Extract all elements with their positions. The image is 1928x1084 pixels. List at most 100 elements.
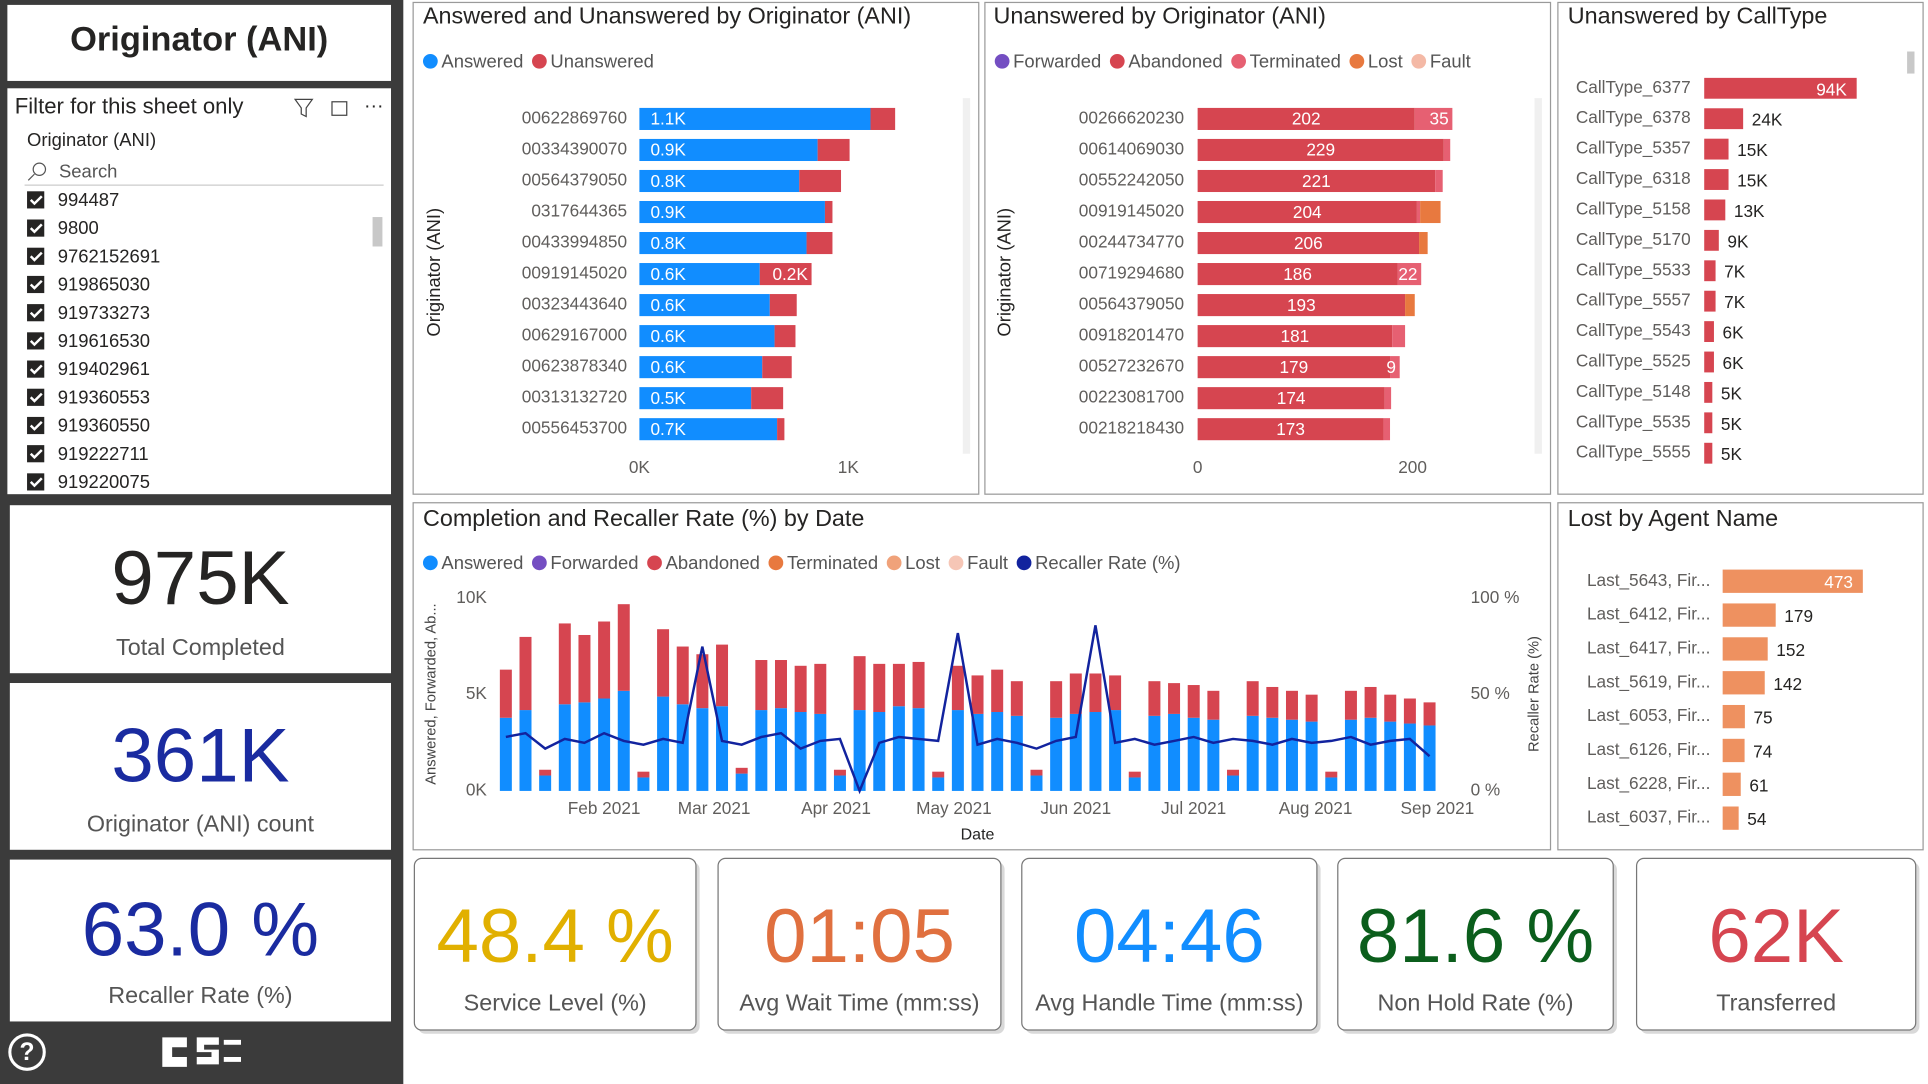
help-icon[interactable] — [8, 1033, 46, 1071]
bar-segment — [853, 710, 866, 791]
bar-segment — [991, 669, 1004, 712]
help-icon[interactable]: ? — [20, 1039, 35, 1066]
filter-item[interactable]: 919865030 — [58, 274, 150, 295]
checkbox[interactable] — [27, 445, 45, 463]
data-label: 193 — [1287, 295, 1316, 315]
checkbox[interactable] — [27, 191, 45, 209]
scrollbar[interactable] — [1534, 98, 1542, 454]
data-label: 179 — [1279, 357, 1308, 377]
checkbox[interactable] — [27, 360, 45, 378]
scrollbar[interactable] — [372, 217, 383, 247]
bar-segment — [657, 629, 670, 697]
bar — [1722, 569, 1863, 593]
checkbox[interactable] — [27, 388, 45, 406]
bar — [1704, 290, 1716, 312]
y-tick-label: 00527232670 — [1079, 356, 1184, 376]
filter-item[interactable]: 919402961 — [58, 358, 150, 379]
filter-item[interactable]: 919360550 — [58, 415, 150, 436]
filter-item[interactable]: 9800 — [58, 217, 99, 238]
bar-segment — [617, 604, 630, 691]
bar-segment — [932, 771, 945, 778]
legend-swatch — [948, 555, 964, 571]
bar — [1704, 199, 1726, 221]
bar-segment — [1109, 675, 1122, 711]
y2-tick-label: 100 % — [1471, 587, 1520, 607]
x-tick-label: 0 — [1193, 457, 1203, 477]
focus-icon[interactable] — [331, 101, 348, 116]
checkbox[interactable] — [27, 473, 45, 491]
checkmark — [29, 336, 43, 347]
search-box[interactable]: Search — [59, 161, 117, 182]
legend-swatch — [886, 555, 902, 571]
filter-item[interactable]: 919360553 — [58, 386, 150, 407]
x-tick-label: 0K — [629, 457, 651, 477]
kpi-card — [9, 683, 392, 850]
data-label: 7K — [1724, 262, 1746, 282]
y-tick-label: 00614069030 — [1079, 139, 1184, 159]
checkbox[interactable] — [27, 416, 45, 435]
bar-segment — [1305, 694, 1318, 722]
filter-item[interactable]: 994487 — [58, 189, 120, 210]
bar-segment — [1423, 725, 1436, 791]
checkbox[interactable] — [27, 219, 45, 237]
y-tick-label: 00629167000 — [522, 325, 627, 345]
y-tick-label: 00564379050 — [1079, 294, 1184, 314]
checkbox[interactable] — [27, 247, 45, 265]
kpi-card — [9, 859, 392, 1022]
bar-segment — [833, 769, 846, 776]
filter-item[interactable]: 9762152691 — [58, 245, 161, 266]
legend-label: Terminated — [1250, 50, 1341, 71]
legend-label: Fault — [1430, 50, 1471, 71]
bar-segment — [1197, 294, 1406, 317]
y-tick-label: Last_6053, Fir... — [1587, 705, 1710, 725]
bar-segment — [777, 418, 785, 441]
filter-icon[interactable] — [293, 98, 314, 118]
checkbox[interactable] — [27, 275, 45, 294]
legend-swatch — [1016, 555, 1032, 571]
x-axis-title: Date — [961, 826, 995, 843]
kpi-label: Avg Wait Time (mm:ss) — [739, 989, 979, 1015]
data-label: 94K — [1816, 79, 1847, 99]
bar-segment — [1364, 717, 1377, 791]
y2-axis-title: Recaller Rate (%) — [1526, 636, 1542, 752]
x-tick-label: 200 — [1398, 457, 1427, 477]
bar-segment — [774, 660, 787, 709]
more-icon[interactable]: ··· — [364, 95, 384, 117]
bar-segment — [1285, 719, 1298, 791]
filter-item[interactable]: 919220075 — [58, 471, 150, 492]
bar-segment — [755, 660, 768, 711]
bar-segment — [1384, 721, 1397, 791]
bar-segment — [892, 663, 905, 707]
bar-segment — [1207, 690, 1220, 720]
checkbox[interactable] — [27, 304, 45, 322]
scrollbar[interactable] — [962, 98, 971, 454]
x-tick-label: Apr 2021 — [801, 798, 871, 818]
chart-title: Completion and Recaller Rate (%) by Date — [423, 505, 864, 531]
y-tick-label: CallType_5158 — [1576, 198, 1691, 218]
bar-segment — [799, 169, 842, 193]
bar — [1722, 738, 1745, 763]
checkbox[interactable] — [27, 332, 45, 350]
y-tick-label: CallType_5535 — [1576, 411, 1691, 431]
y-tick-label: CallType_5557 — [1576, 290, 1691, 310]
bar-segment — [873, 663, 886, 712]
filter-item[interactable]: 919222711 — [58, 443, 149, 464]
bar-segment — [1030, 769, 1043, 776]
y-tick-label: 00918201470 — [1079, 325, 1184, 345]
scrollbar[interactable] — [1907, 51, 1915, 74]
bar — [1722, 603, 1776, 627]
y-tick-label: CallType_5525 — [1576, 351, 1691, 371]
filter-item[interactable]: 919616530 — [58, 330, 150, 351]
bar-segment — [912, 708, 925, 791]
bar-segment — [1197, 263, 1398, 286]
filter-item[interactable]: 919733273 — [58, 302, 150, 323]
bar-segment — [1414, 107, 1453, 130]
kpi-value: 975K — [111, 536, 289, 621]
checkmark — [29, 195, 43, 206]
bar-segment — [637, 777, 650, 791]
bar-segment — [1325, 771, 1338, 778]
data-label: 0.6K — [650, 357, 686, 377]
bar — [1704, 381, 1713, 403]
y2-tick-label: 50 % — [1471, 683, 1510, 703]
